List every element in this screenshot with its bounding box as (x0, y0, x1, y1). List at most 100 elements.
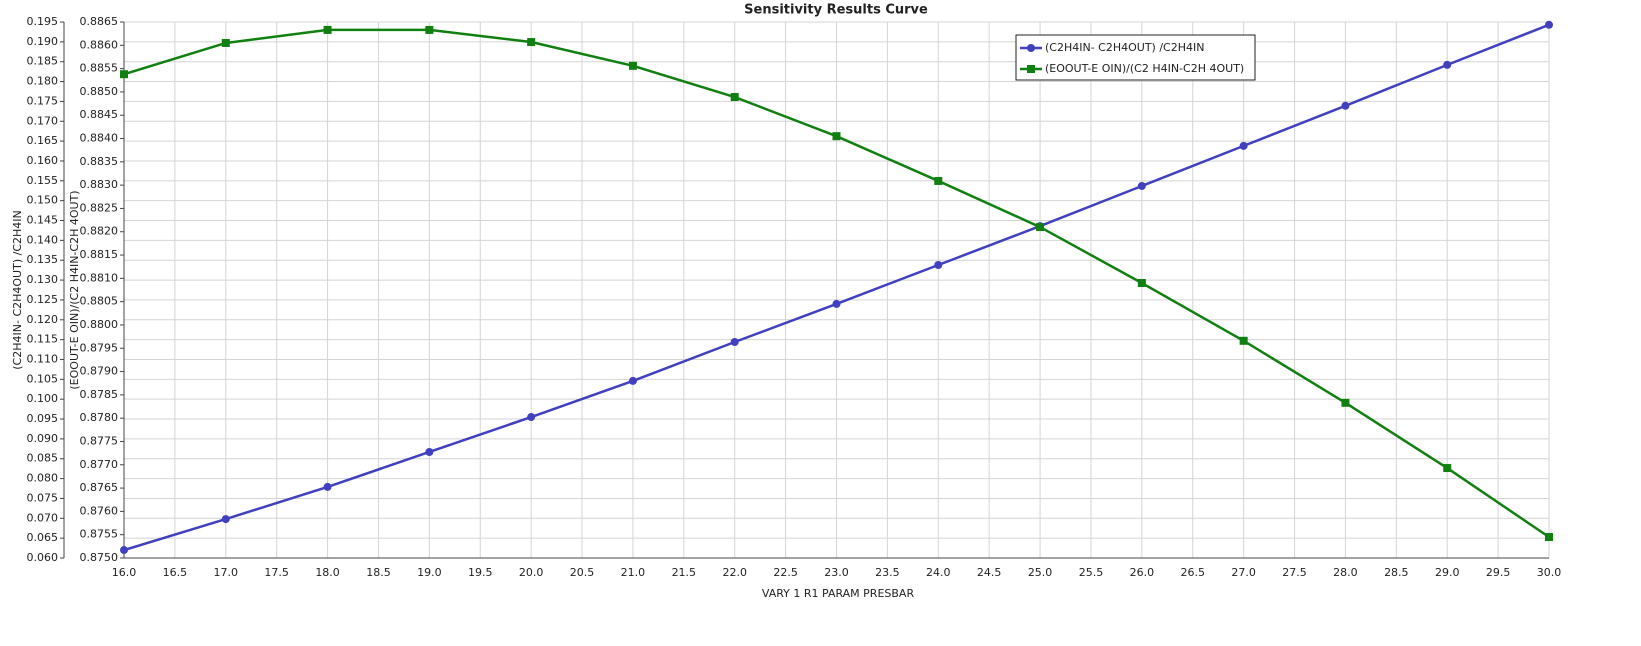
y2-tick-label: 0.8770 (80, 458, 119, 471)
legend-marker (1027, 65, 1035, 73)
y-tick-label: 0.175 (27, 94, 59, 107)
y2-tick-label: 0.8820 (80, 225, 119, 238)
y2-tick-label: 0.8835 (80, 155, 119, 168)
y2-tick-label: 0.8755 (80, 528, 119, 541)
legend-box (1015, 34, 1256, 81)
marker (221, 38, 230, 47)
x-tick-label: 21.5 (672, 566, 697, 579)
x-tick-label: 18.5 (366, 566, 391, 579)
x-tick-label: 18.0 (315, 566, 340, 579)
x-tick-label: 26.5 (1181, 566, 1206, 579)
y-tick-label: 0.150 (27, 194, 59, 207)
x-tick-label: 24.5 (977, 566, 1002, 579)
marker (1036, 223, 1045, 232)
y2-tick-label: 0.8800 (80, 318, 119, 331)
y-tick-label: 0.070 (27, 511, 59, 524)
y-tick-label: 0.130 (27, 273, 59, 286)
x-tick-label: 28.5 (1384, 566, 1409, 579)
y-tick-label: 0.100 (27, 392, 59, 405)
y-tick-label: 0.165 (27, 134, 59, 147)
y2-tick-label: 0.8865 (80, 15, 119, 28)
chart-title: Sensitivity Results Curve (744, 3, 928, 18)
marker (1239, 336, 1248, 345)
legend-label: (EOOUT-E OIN)/(C2 H4IN-C2H 4OUT) (1045, 62, 1244, 75)
x-tick-label: 16.0 (112, 566, 137, 579)
y-tick-label: 0.120 (27, 313, 59, 326)
marker (221, 515, 230, 524)
y-tick-label: 0.160 (27, 154, 59, 167)
x-tick-label: 20.0 (519, 566, 544, 579)
marker (1545, 533, 1553, 542)
y-tick-label: 0.085 (27, 452, 59, 465)
x-tick-label: 25.5 (1079, 566, 1104, 579)
marker (425, 447, 434, 456)
marker (1239, 141, 1248, 150)
y2-tick-label: 0.8825 (80, 201, 119, 214)
legend-marker (1027, 44, 1035, 52)
x-tick-label: 26.0 (1130, 566, 1155, 579)
y-tick-label: 0.180 (27, 75, 59, 88)
y2-tick-label: 0.8780 (80, 411, 119, 424)
y-tick-label: 0.155 (27, 174, 59, 187)
y2-tick-label: 0.8850 (80, 85, 119, 98)
y-tick-label: 0.080 (27, 472, 59, 485)
marker (934, 260, 943, 269)
y-tick-label: 0.185 (27, 55, 59, 68)
marker (1341, 398, 1350, 407)
marker (628, 376, 637, 385)
y-tick-label: 0.075 (27, 491, 59, 504)
x-tick-label: 17.5 (264, 566, 289, 579)
marker (628, 61, 637, 70)
y2-tick-label: 0.8795 (80, 341, 119, 354)
y-axis-title: (C2H4IN- C2H4OUT) /C2H4IN (11, 210, 24, 369)
x-tick-label: 19.0 (417, 566, 442, 579)
x-tick-label: 24.0 (926, 566, 951, 579)
y-tick-label: 0.140 (27, 233, 59, 246)
y2-tick-label: 0.8845 (80, 108, 119, 121)
marker (1137, 181, 1146, 190)
marker (730, 93, 739, 102)
marker (425, 25, 434, 34)
x-tick-label: 27.0 (1231, 566, 1256, 579)
y-tick-label: 0.095 (27, 412, 59, 425)
y-tick-label: 0.090 (27, 432, 59, 445)
marker (1137, 279, 1146, 288)
x-tick-label: 25.0 (1028, 566, 1053, 579)
marker (323, 25, 332, 34)
y-tick-label: 0.060 (27, 551, 59, 564)
marker (120, 546, 128, 555)
y2-tick-label: 0.8785 (80, 388, 119, 401)
x-tick-label: 29.0 (1435, 566, 1460, 579)
y2-tick-label: 0.8815 (80, 248, 119, 261)
marker (120, 70, 128, 79)
marker (323, 482, 332, 491)
y2-tick-label: 0.8810 (80, 271, 119, 284)
y-tick-label: 0.110 (27, 352, 59, 365)
marker (1443, 60, 1452, 69)
marker (934, 176, 943, 185)
y2-tick-label: 0.8765 (80, 481, 119, 494)
y-tick-label: 0.190 (27, 35, 59, 48)
y2-tick-label: 0.8790 (80, 365, 119, 378)
x-tick-label: 28.0 (1333, 566, 1358, 579)
x-tick-label: 22.0 (722, 566, 747, 579)
marker (1545, 20, 1553, 29)
marker (1341, 101, 1350, 110)
x-tick-label: 16.5 (163, 566, 188, 579)
y2-tick-label: 0.8805 (80, 295, 119, 308)
y2-axis-title: (EOOUT-E OIN)/(C2 H4IN-C2H 4OUT) (68, 190, 81, 389)
marker (730, 338, 739, 347)
y2-tick-label: 0.8840 (80, 132, 119, 145)
x-tick-label: 17.0 (214, 566, 239, 579)
marker (832, 132, 841, 141)
x-tick-label: 27.5 (1282, 566, 1307, 579)
y-tick-label: 0.105 (27, 372, 59, 385)
marker (1443, 464, 1452, 473)
y-tick-label: 0.170 (27, 114, 59, 127)
y-tick-label: 0.145 (27, 214, 59, 227)
y2-tick-label: 0.8760 (80, 504, 119, 517)
legend-label: (C2H4IN- C2H4OUT) /C2H4IN (1045, 41, 1204, 54)
x-tick-label: 23.0 (824, 566, 849, 579)
marker (527, 413, 536, 422)
